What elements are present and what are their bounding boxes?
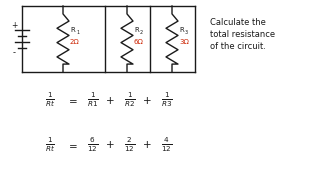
Text: $+$: $+$ (105, 94, 115, 105)
Text: $+$: $+$ (142, 94, 152, 105)
Text: +: + (11, 21, 17, 30)
Text: $=$: $=$ (66, 95, 78, 105)
Text: $=$: $=$ (66, 140, 78, 150)
Text: 6Ω: 6Ω (134, 39, 144, 45)
Text: $\frac{1}{R2}$: $\frac{1}{R2}$ (124, 91, 136, 109)
Text: $+$: $+$ (142, 140, 152, 150)
Text: 3Ω: 3Ω (179, 39, 189, 45)
Text: $\frac{4}{12}$: $\frac{4}{12}$ (161, 136, 172, 154)
Text: 3: 3 (185, 30, 188, 35)
Text: R: R (70, 27, 75, 33)
Text: $\frac{6}{12}$: $\frac{6}{12}$ (87, 136, 99, 154)
Text: R: R (179, 27, 184, 33)
Text: 2Ω: 2Ω (70, 39, 80, 45)
Text: total resistance: total resistance (210, 30, 275, 39)
Text: $\frac{2}{12}$: $\frac{2}{12}$ (124, 136, 136, 154)
Text: 2: 2 (140, 30, 143, 35)
Text: R: R (134, 27, 139, 33)
Text: 1: 1 (76, 30, 79, 35)
Text: $+$: $+$ (105, 140, 115, 150)
Text: of the circuit.: of the circuit. (210, 42, 266, 51)
Text: $\frac{1}{Rt}$: $\frac{1}{Rt}$ (45, 136, 55, 154)
Text: Calculate the: Calculate the (210, 18, 266, 27)
Text: $\frac{1}{R3}$: $\frac{1}{R3}$ (161, 91, 173, 109)
Text: $\frac{1}{Rt}$: $\frac{1}{Rt}$ (45, 91, 55, 109)
Text: $\frac{1}{R1}$: $\frac{1}{R1}$ (87, 91, 99, 109)
Text: -: - (12, 48, 15, 57)
